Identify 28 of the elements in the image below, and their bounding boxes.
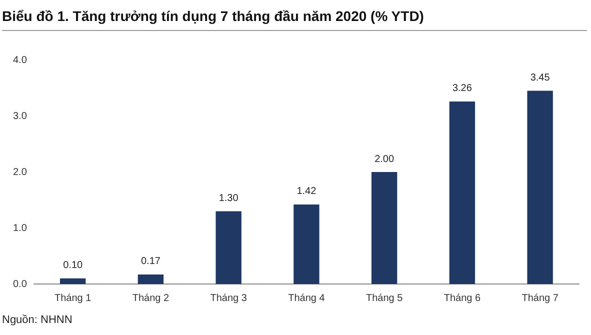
y-tick-label: 4.0	[12, 54, 28, 66]
data-label: 0.17	[140, 256, 161, 268]
bar	[294, 204, 320, 284]
bar	[216, 211, 242, 284]
y-tick-label: 2.0	[12, 166, 28, 178]
y-tick-label: 0.0	[12, 278, 28, 290]
x-tick-label: Tháng 4	[288, 292, 326, 304]
data-label: 0.10	[63, 260, 84, 272]
y-tick-label: 3.0	[12, 110, 28, 122]
x-tick-label: Tháng 3	[210, 292, 248, 304]
data-label: 1.30	[218, 192, 239, 204]
data-label: 3.26	[452, 83, 472, 94]
y-tick-label: 1.0	[12, 222, 28, 234]
x-tick-label: Tháng 6	[444, 292, 481, 304]
x-tick-label: Tháng 2	[132, 292, 170, 304]
x-tick-label: Tháng 5	[366, 292, 404, 304]
chart-title: Biểu đồ 1. Tăng trưởng tín dụng 7 tháng đầu năm 2020 (% YTD)	[2, 8, 587, 31]
bar	[371, 172, 398, 284]
data-label: 1.42	[296, 186, 317, 198]
bar	[60, 278, 86, 284]
text: Nguồn: NHNN	[2, 314, 72, 326]
data-label: 3.45	[530, 72, 550, 84]
x-tick-label: Tháng 1	[54, 292, 92, 304]
data-label: 2.00	[374, 154, 394, 165]
bar	[138, 274, 164, 284]
x-tick-label: Tháng 7	[522, 292, 559, 304]
bar	[449, 101, 476, 284]
bar	[527, 90, 553, 284]
